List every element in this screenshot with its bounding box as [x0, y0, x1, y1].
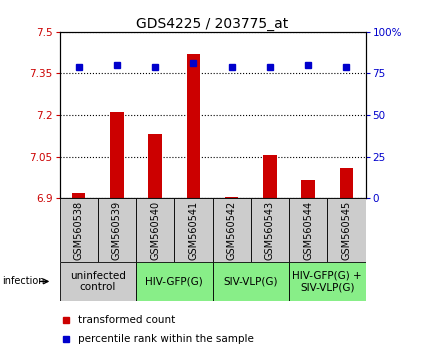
Bar [289, 262, 366, 301]
Text: GSM560538: GSM560538 [74, 200, 84, 260]
Bar [110, 112, 124, 198]
Text: GSM560543: GSM560543 [265, 200, 275, 260]
Bar [301, 180, 315, 198]
Text: transformed count: transformed count [78, 315, 175, 325]
Bar [212, 198, 251, 262]
Text: GSM560544: GSM560544 [303, 200, 313, 260]
Bar [136, 198, 174, 262]
Bar [212, 262, 289, 301]
Bar [289, 198, 327, 262]
Bar [136, 262, 212, 301]
Bar [60, 198, 98, 262]
Bar [225, 197, 238, 198]
Bar [60, 262, 136, 301]
Text: HIV-GFP(G): HIV-GFP(G) [145, 276, 203, 286]
Text: infection: infection [2, 276, 45, 286]
Text: HIV-GFP(G) +
SIV-VLP(G): HIV-GFP(G) + SIV-VLP(G) [292, 270, 362, 292]
Bar [187, 54, 200, 198]
Bar [72, 193, 85, 198]
Text: GSM560545: GSM560545 [341, 200, 351, 260]
Text: GSM560541: GSM560541 [188, 200, 198, 260]
Text: GSM560542: GSM560542 [227, 200, 237, 260]
Bar [98, 198, 136, 262]
Bar [251, 198, 289, 262]
Text: percentile rank within the sample: percentile rank within the sample [78, 333, 254, 344]
Bar [148, 135, 162, 198]
Text: uninfected
control: uninfected control [70, 270, 126, 292]
Title: GDS4225 / 203775_at: GDS4225 / 203775_at [136, 17, 289, 31]
Text: SIV-VLP(G): SIV-VLP(G) [224, 276, 278, 286]
Bar [174, 198, 212, 262]
Text: GSM560539: GSM560539 [112, 200, 122, 260]
Bar [340, 168, 353, 198]
Bar [327, 198, 366, 262]
Text: GSM560540: GSM560540 [150, 200, 160, 260]
Bar [263, 155, 277, 198]
